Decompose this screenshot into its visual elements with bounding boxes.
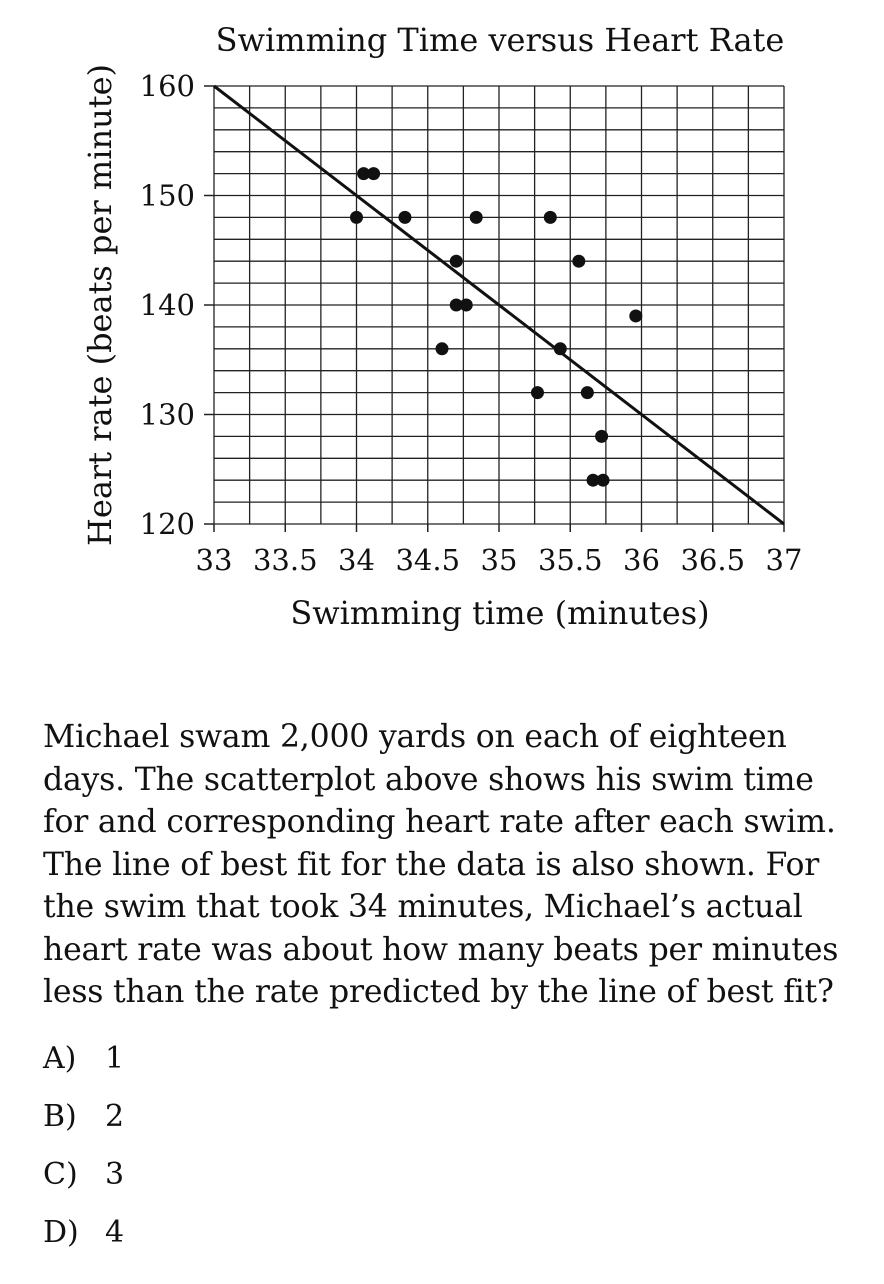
x-tick-label: 35 — [481, 543, 518, 577]
y-tick-label: 140 — [140, 288, 195, 322]
data-point — [596, 473, 610, 487]
data-point — [530, 386, 544, 400]
y-tick-label: 150 — [140, 179, 195, 213]
x-tick-label: 36.5 — [680, 543, 745, 577]
choice-a[interactable]: A) 1 — [43, 1038, 124, 1096]
choice-c[interactable]: C) 3 — [43, 1154, 124, 1212]
choice-d-value: 4 — [105, 1215, 125, 1250]
data-points — [350, 167, 643, 487]
data-point — [629, 309, 643, 323]
y-axis-label: Heart rate (beats per minute) — [81, 64, 119, 546]
y-tick-labels: 120 130 140 150 160 — [140, 69, 195, 541]
answer-choices: A) 1 B) 2 C) 3 D) 4 — [43, 1038, 124, 1270]
chart-title: Swimming Time versus Heart Rate — [216, 21, 785, 59]
choice-b-letter: B) — [43, 1099, 77, 1134]
x-tick-label: 35.5 — [538, 543, 603, 577]
data-point — [459, 298, 473, 312]
data-point — [435, 342, 449, 356]
choice-d[interactable]: D) 4 — [43, 1212, 124, 1270]
scatterplot-chart: Swimming Time versus Heart Rate 33 33.5 34… — [81, 21, 803, 632]
choice-a-value: 1 — [105, 1041, 125, 1076]
y-tick-label: 160 — [140, 69, 195, 103]
best-fit-line — [213, 84, 785, 526]
x-tick-label: 37 — [766, 543, 803, 577]
best-fit-line-group — [213, 84, 785, 526]
choice-b[interactable]: B) 2 — [43, 1096, 124, 1154]
data-point — [469, 210, 483, 224]
data-point — [586, 473, 600, 487]
x-tick-label: 34.5 — [395, 543, 460, 577]
x-tick-label: 36 — [623, 543, 660, 577]
data-point — [449, 254, 463, 268]
y-tick-label: 130 — [140, 398, 195, 432]
y-tick-label: 120 — [140, 507, 195, 541]
question-text: Michael swam 2,000 yards on each of eigh… — [43, 719, 839, 1010]
x-axis-label: Swimming time (minutes) — [290, 594, 709, 632]
chart-grid — [204, 85, 785, 532]
data-point — [553, 342, 567, 356]
choice-c-value: 3 — [105, 1157, 125, 1192]
x-tick-labels: 33 33.5 34 34.5 35 35.5 36 36.5 37 — [196, 543, 803, 577]
choice-a-letter: A) — [43, 1041, 77, 1076]
choice-c-letter: C) — [43, 1157, 78, 1192]
data-point — [357, 167, 371, 181]
x-tick-label: 34 — [338, 543, 375, 577]
choice-b-value: 2 — [105, 1099, 125, 1134]
data-point — [572, 254, 586, 268]
data-point — [580, 386, 594, 400]
data-point — [543, 210, 557, 224]
x-tick-label: 33 — [196, 543, 233, 577]
data-point — [367, 167, 381, 181]
data-point — [595, 429, 609, 443]
x-tick-label: 33.5 — [253, 543, 318, 577]
data-point — [350, 210, 363, 224]
data-point — [398, 210, 412, 224]
choice-d-letter: D) — [43, 1215, 79, 1250]
data-point — [449, 298, 463, 312]
